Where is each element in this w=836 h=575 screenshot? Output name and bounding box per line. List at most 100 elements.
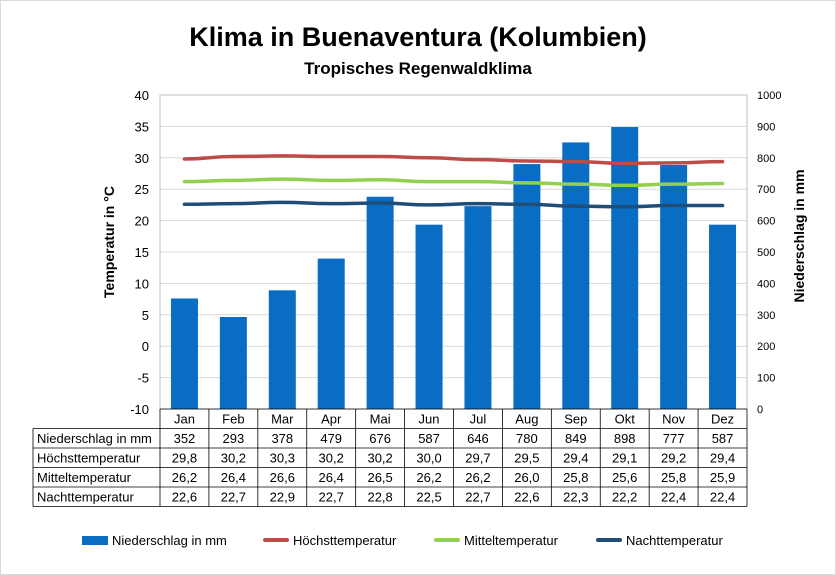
data-label: 22,4 — [710, 490, 735, 505]
data-label: 25,8 — [661, 470, 686, 485]
y2-tick-label: 0 — [757, 404, 763, 416]
bar-niederschlag — [170, 298, 198, 409]
data-label: 26,5 — [367, 470, 392, 485]
y2-tick-label: 600 — [757, 216, 775, 228]
x-tick-label: Feb — [222, 412, 244, 427]
table-row-label: Nachttemperatur — [37, 490, 134, 505]
y-tick-label: 20 — [135, 214, 149, 229]
data-label: 30,0 — [416, 451, 441, 466]
y-tick-label: -10 — [130, 402, 149, 417]
legend-label: Mitteltemperatur — [464, 532, 558, 548]
data-label: 22,4 — [661, 490, 686, 505]
data-label: 26,4 — [319, 470, 344, 485]
data-label: 22,2 — [612, 490, 637, 505]
data-label: 30,3 — [270, 451, 295, 466]
x-tick-label: Mai — [370, 412, 391, 427]
y2-axis-label: Niederschlag in mm — [791, 169, 807, 302]
legend-swatch-bar — [82, 535, 108, 545]
y2-tick-label: 400 — [757, 278, 775, 290]
legend-swatch-line — [596, 538, 622, 542]
line-hoechst — [182, 154, 725, 166]
y-axis-label: Temperatur in °C — [101, 186, 117, 298]
data-label: 26,0 — [514, 470, 539, 485]
x-tick-label: Jan — [174, 412, 195, 427]
x-tick-label: Mar — [271, 412, 294, 427]
bar-niederschlag — [415, 224, 443, 409]
data-label: 26,2 — [465, 470, 490, 485]
data-label: 587 — [418, 431, 440, 446]
data-label: 780 — [516, 431, 538, 446]
data-label: 29,8 — [172, 451, 197, 466]
data-label: 29,2 — [661, 451, 686, 466]
data-label: 22,7 — [465, 490, 490, 505]
x-tick-label: Okt — [615, 412, 636, 427]
y-tick-label: 10 — [135, 276, 149, 291]
y2-tick-label: 700 — [757, 184, 775, 196]
x-tick-label: Aug — [515, 412, 538, 427]
data-label: 22,7 — [221, 490, 246, 505]
legend-item: Mitteltemperatur — [434, 531, 558, 549]
bar-niederschlag — [464, 206, 492, 409]
bar-niederschlag — [611, 127, 639, 409]
bar-niederschlag — [660, 165, 688, 409]
data-label: 293 — [223, 431, 245, 446]
data-label: 25,8 — [563, 470, 588, 485]
data-label: 29,1 — [612, 451, 637, 466]
data-label: 22,6 — [172, 490, 197, 505]
x-tick-label: Nov — [662, 412, 686, 427]
legend-label: Höchsttemperatur — [293, 532, 397, 548]
data-label: 22,7 — [319, 490, 344, 505]
y-tick-label: 0 — [142, 339, 149, 354]
y-tick-label: 15 — [135, 245, 149, 260]
data-label: 479 — [320, 431, 342, 446]
bar-niederschlag — [219, 316, 247, 409]
y2-tick-label: 200 — [757, 341, 775, 353]
data-label: 30,2 — [367, 451, 392, 466]
bar-niederschlag — [562, 142, 590, 409]
data-label: 676 — [369, 431, 391, 446]
bar-niederschlag — [317, 258, 345, 409]
chart-subtitle: Tropisches Regenwaldklima — [304, 59, 532, 78]
table-row-label: Mitteltemperatur — [37, 470, 132, 485]
y2-tick-label: 900 — [757, 121, 775, 133]
y2-tick-label: 1000 — [757, 90, 781, 102]
data-label: 22,6 — [514, 490, 539, 505]
x-tick-label: Dez — [711, 412, 734, 427]
data-label: 26,2 — [172, 470, 197, 485]
y-tick-label: 30 — [135, 151, 149, 166]
line-nacht — [182, 200, 725, 209]
y-tick-label: 25 — [135, 182, 149, 197]
y2-tick-label: 100 — [757, 373, 775, 385]
y2-tick-label: 300 — [757, 310, 775, 322]
legend: Niederschlag in mm Höchsttemperatur Mittel… — [0, 531, 836, 549]
bar-niederschlag — [513, 164, 541, 409]
data-label: 29,7 — [465, 451, 490, 466]
legend-item: Nachttemperatur — [596, 531, 723, 549]
y-tick-label: 5 — [142, 308, 149, 323]
data-label: 22,8 — [367, 490, 392, 505]
chart-title: Klima in Buenaventura (Kolumbien) — [189, 22, 647, 52]
legend-item: Höchsttemperatur — [263, 531, 396, 549]
legend-label: Niederschlag in mm — [112, 532, 227, 548]
x-tick-label: Jul — [470, 412, 487, 427]
legend-swatch-line — [263, 538, 289, 542]
y-tick-label: -5 — [137, 371, 149, 386]
x-tick-label: Apr — [321, 412, 342, 427]
table-row-label: Höchsttemperatur — [37, 451, 141, 466]
data-label: 22,9 — [270, 490, 295, 505]
x-tick-label: Sep — [564, 412, 587, 427]
data-label: 26,4 — [221, 470, 246, 485]
data-label: 29,4 — [563, 451, 588, 466]
data-label: 26,2 — [416, 470, 441, 485]
data-label: 29,5 — [514, 451, 539, 466]
data-label: 898 — [614, 431, 636, 446]
table-row-label: Niederschlag in mm — [37, 431, 152, 446]
data-label: 849 — [565, 431, 587, 446]
legend-item: Niederschlag in mm — [82, 531, 227, 549]
legend-swatch-line — [434, 538, 460, 542]
bar-niederschlag — [709, 224, 737, 409]
y-tick-label: 40 — [135, 88, 149, 103]
data-label: 29,4 — [710, 451, 735, 466]
data-label: 25,6 — [612, 470, 637, 485]
data-label: 30,2 — [319, 451, 344, 466]
